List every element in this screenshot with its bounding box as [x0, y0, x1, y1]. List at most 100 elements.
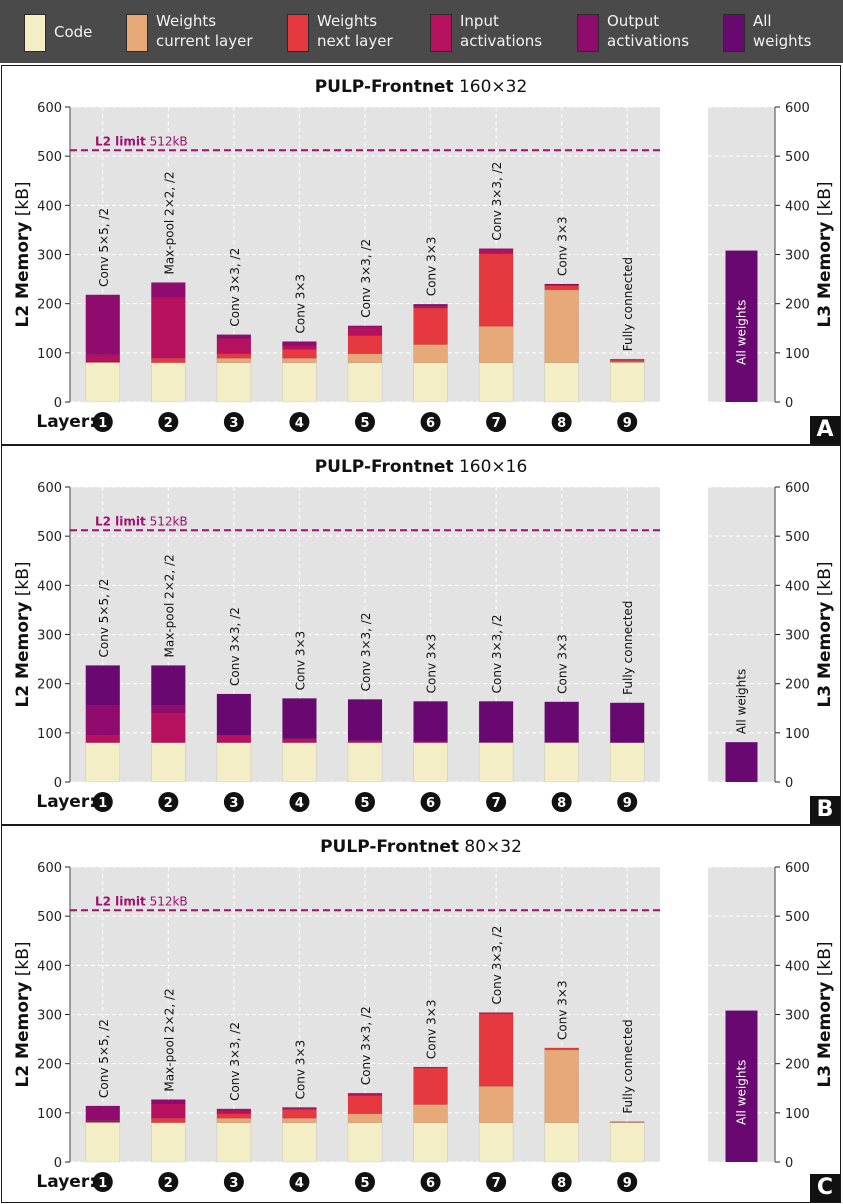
bar-segment — [282, 742, 317, 783]
layer-number-label: 5 — [360, 1176, 369, 1191]
bar-segment — [282, 698, 317, 740]
panel-letter: A — [810, 416, 840, 444]
bar-segment — [216, 1108, 252, 1111]
bar-segment — [544, 1122, 579, 1163]
y-tick-label: 500 — [785, 530, 810, 545]
y-tick-label: 600 — [785, 861, 810, 876]
bar-segment — [282, 1117, 317, 1123]
bar-segment — [478, 742, 514, 783]
l2-limit-label-bold: L2 limit — [95, 894, 146, 908]
y-tick-label: 600 — [785, 101, 810, 116]
l2-limit-label: L2 limit 512kB — [95, 894, 188, 908]
bar-segment — [478, 1122, 514, 1163]
layer-name-label: Conv 3×3, /2 — [490, 614, 504, 693]
chart-title: PULP-Frontnet 160×32 — [315, 77, 528, 97]
bar-segment — [216, 362, 252, 403]
layer-number-marker — [223, 412, 244, 432]
chart-svg: PULP-Frontnet 80×32 0 0 100 100 200 200 300 300 4… — [13, 837, 835, 1192]
y-tick-label: 0 — [54, 396, 62, 411]
layer-number-label: 7 — [492, 796, 501, 811]
y-tick-label: 300 — [37, 1009, 62, 1024]
bar-segment — [282, 357, 317, 363]
bar-segment — [478, 701, 514, 743]
layer-number-marker — [289, 412, 310, 432]
bar-segment — [544, 1047, 579, 1051]
layer-number-label: 1 — [98, 796, 107, 811]
chart-title-bold: PULP-Frontnet — [315, 77, 454, 97]
y-tick-label: 400 — [785, 959, 810, 974]
y-tick-label: 200 — [785, 298, 810, 313]
legend-swatch — [430, 14, 452, 52]
layer-name-label: Conv 3×3, /2 — [228, 248, 242, 327]
legend-label: All weights — [753, 12, 812, 50]
l2-limit-label: L2 limit 512kB — [95, 514, 188, 528]
layer-name-label: Conv 5×5, /2 — [97, 208, 111, 287]
layer-number-marker — [158, 792, 179, 812]
layer-number-label: 8 — [557, 796, 566, 811]
layer-name-label: Conv 3×3, /2 — [490, 926, 504, 1005]
layer-number-label: 2 — [164, 796, 173, 811]
layer-number-marker — [355, 792, 375, 812]
bar-segment — [413, 1122, 448, 1163]
bar-segment — [478, 1012, 514, 1014]
layer-number-label: 6 — [426, 796, 435, 811]
bar-segment — [151, 297, 186, 359]
panel-c: PULP-Frontnet 80×32 0 0 100 100 200 200 300 300 4… — [1, 825, 841, 1203]
layer-number-marker — [551, 412, 572, 432]
layer-name-label: Conv 3×3, /2 — [359, 239, 373, 318]
l2-limit-label-value: 512kB — [146, 894, 188, 908]
legend-label: Input activations — [460, 12, 543, 50]
bar-segment — [85, 665, 121, 707]
y-tick-label: 500 — [37, 530, 62, 545]
layer-number-marker — [223, 1172, 244, 1192]
l3-axis-title: L3 Memory [kB] — [815, 941, 835, 1087]
layer-name-label: Max-pool 2×2, /2 — [162, 171, 176, 274]
layer-number-marker — [420, 1172, 441, 1192]
bar-segment — [216, 734, 252, 743]
bar-segment — [413, 742, 448, 783]
l2-axis-title-unit: [kB] — [13, 561, 33, 601]
bar-segment — [347, 1122, 383, 1163]
y-tick-label: 300 — [37, 629, 62, 644]
layer-number-label: 3 — [229, 416, 238, 431]
chart-title: PULP-Frontnet 160×16 — [315, 457, 528, 477]
legend-swatch — [577, 14, 599, 52]
l3-plot-area — [708, 487, 775, 782]
layer-number-marker — [355, 1172, 375, 1192]
bar-segment — [347, 740, 383, 743]
l2-limit-label-value: 512kB — [146, 134, 188, 148]
layer-number-label: 2 — [164, 416, 173, 431]
y-tick-label: 300 — [785, 629, 810, 644]
bar-segment — [216, 693, 252, 736]
bar-segment — [413, 344, 448, 363]
y-tick-label: 300 — [785, 249, 810, 264]
l2-axis-title-bold: L2 Memory — [13, 222, 33, 328]
layer-number-marker — [92, 1172, 113, 1192]
bar-segment — [216, 338, 252, 355]
layer-number-label: 7 — [492, 416, 501, 431]
chart-title-bold: PULP-Frontnet — [320, 837, 459, 857]
chart-title-resolution: 160×16 — [454, 457, 528, 477]
layer-number-label: 2 — [164, 1176, 173, 1191]
chart-title-resolution: 160×32 — [454, 77, 528, 97]
layer-number-label: 3 — [229, 1176, 238, 1191]
layer-number-label: 4 — [295, 796, 304, 811]
bar-segment — [609, 1122, 645, 1163]
bar-segment — [347, 327, 383, 336]
l3-all-weights-bar — [725, 250, 758, 402]
layer-number-label: 8 — [557, 1176, 566, 1191]
layer-number-marker — [92, 792, 113, 812]
y-tick-label: 100 — [37, 1107, 62, 1122]
bar-segment — [151, 1117, 186, 1123]
l3-all-weights-bar — [725, 1010, 758, 1162]
layer-name-label: Conv 5×5, /2 — [97, 579, 111, 658]
bar-segment — [478, 248, 514, 250]
y-tick-label: 600 — [785, 481, 810, 496]
bar-segment — [151, 712, 186, 743]
bar-segment — [282, 345, 317, 350]
y-tick-label: 500 — [37, 910, 62, 925]
y-tick-label: 500 — [37, 150, 62, 165]
layer-number-marker — [223, 792, 244, 812]
bar-segment — [478, 249, 514, 254]
chart-svg: PULP-Frontnet 160×32 0 0 100 100 200 200 300 300… — [13, 77, 835, 432]
